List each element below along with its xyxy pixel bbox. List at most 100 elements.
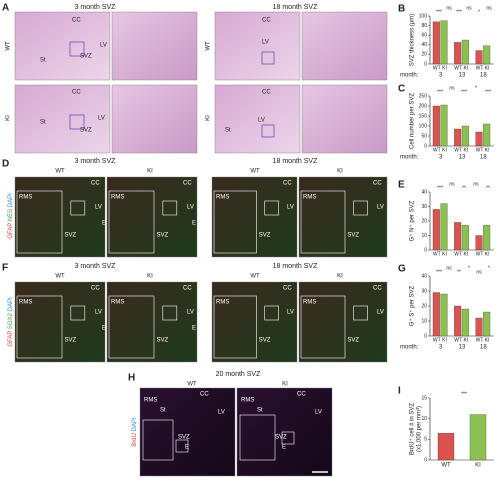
panel-title: 18 month SVZ (273, 158, 318, 165)
y-tick-label: 0 (424, 61, 427, 67)
bar-label: WT (433, 147, 441, 153)
panel-title: 3 month SVZ (75, 4, 117, 11)
stain-label: GFAP SOX2 DAPI (8, 297, 14, 347)
significance: ** (486, 185, 490, 191)
image (111, 11, 198, 81)
region: SVZ (157, 233, 169, 239)
inset-box (261, 51, 275, 65)
y-tick-label: 10 (421, 416, 427, 422)
image (214, 84, 301, 154)
region: LV (315, 410, 322, 416)
significance: *** (437, 185, 443, 191)
region: E (102, 221, 106, 227)
panel-label: G (398, 264, 406, 275)
panel-label: C (398, 84, 405, 95)
genotype: WT (55, 274, 65, 280)
bar-label: WT (476, 251, 484, 257)
region: CC (262, 90, 271, 96)
region: CC (297, 392, 306, 398)
inset-box (213, 190, 257, 254)
significance: ** (457, 269, 461, 275)
bar (432, 21, 440, 65)
y-axis-label: BrdU⁺ cell # in SVZ (409, 403, 416, 456)
genotype: KI (337, 274, 343, 280)
bar-label: KI (442, 147, 447, 153)
genotype: WT (187, 382, 197, 388)
bar (461, 125, 469, 147)
y-axis-label: Cell number per SVZ (410, 93, 416, 149)
bar-label: WT (433, 337, 441, 343)
bar (483, 311, 491, 337)
x-tick-label: WT (441, 463, 451, 469)
genotype: KI (147, 169, 153, 175)
region: RMS (19, 300, 32, 306)
inset-box (70, 305, 86, 321)
region: RMS (303, 195, 316, 201)
bar-label: WT (476, 65, 484, 71)
y-tick-label: 60 (421, 33, 427, 39)
region: CC (262, 18, 271, 24)
significance: *** (436, 269, 442, 275)
y-tick-label: 250 (419, 93, 428, 99)
region: LV (377, 310, 384, 316)
y-tick-label: 5 (424, 437, 427, 443)
region: E (282, 445, 286, 451)
region: LV (187, 310, 194, 316)
region: LV (258, 118, 265, 124)
inset-box (264, 305, 280, 321)
y-tick-label: 20 (421, 52, 427, 58)
bar (475, 235, 483, 251)
genotype: WT (250, 169, 260, 175)
bar (475, 317, 483, 337)
image (139, 387, 236, 477)
genotype: KI (337, 169, 343, 175)
x-tick-label: 13 (459, 155, 466, 161)
genotype: KI (282, 382, 288, 388)
region: St (40, 58, 46, 64)
region: St (257, 408, 263, 414)
significance: *** (461, 89, 467, 95)
bar-label: KI (442, 251, 447, 257)
panel-title: 3 month SVZ (75, 158, 117, 165)
genotype: KI (147, 274, 153, 280)
region: E (102, 326, 106, 332)
x-tick-label: 3 (439, 345, 443, 351)
inset-box (69, 114, 85, 130)
bar (483, 45, 491, 65)
region: LV (98, 116, 105, 122)
x-tick-label: 3 (439, 155, 443, 161)
y-tick-label: 200 (419, 103, 428, 109)
y-tick-label: 80 (421, 23, 427, 29)
image (14, 176, 106, 258)
bar-label: WT (454, 337, 462, 343)
y-tick-label: 20 (421, 218, 427, 224)
significance: ns (446, 5, 452, 11)
y-tick-label: 100 (419, 123, 428, 129)
significance: ns (486, 5, 492, 11)
y-tick-label: 0 (424, 247, 427, 253)
region: CC (200, 392, 209, 398)
bar (461, 39, 469, 65)
inset-box (108, 295, 155, 359)
region: SVZ (259, 338, 271, 344)
bar (461, 308, 469, 337)
region: SVZ (157, 338, 169, 344)
y-tick-label: 10 (421, 233, 427, 239)
region: SVZ (80, 128, 92, 134)
panel-title: 18 month SVZ (273, 4, 318, 11)
inset-box (300, 190, 346, 254)
bar (469, 414, 487, 461)
bar-label: WT (433, 251, 441, 257)
bar (440, 104, 448, 147)
panel-label: H (128, 373, 135, 384)
region: CC (72, 18, 81, 24)
y-tick-label: 0 (424, 143, 427, 149)
bar-label: KI (463, 147, 468, 153)
image (106, 176, 198, 258)
inset-box (70, 200, 86, 216)
panel-title: 20 month SVZ (216, 371, 261, 378)
y-axis-label: G⁺ N⁺ per SVZ (409, 200, 416, 241)
bar (454, 128, 462, 147)
inset-box (108, 190, 155, 254)
